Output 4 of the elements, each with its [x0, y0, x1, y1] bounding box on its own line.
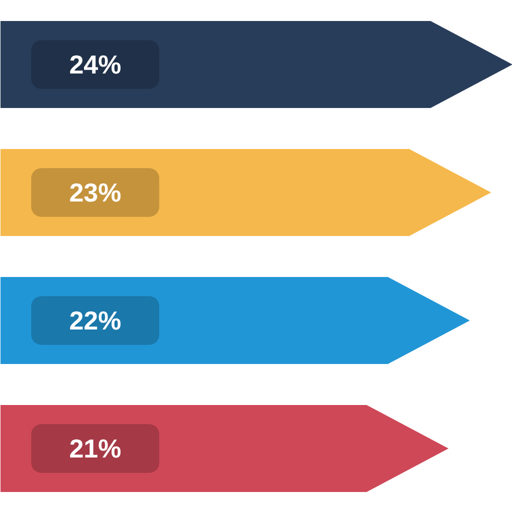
data-label: 21%	[69, 434, 122, 464]
data-label: 23%	[69, 178, 122, 208]
data-label: 24%	[69, 50, 122, 80]
data-label: 22%	[69, 306, 122, 336]
